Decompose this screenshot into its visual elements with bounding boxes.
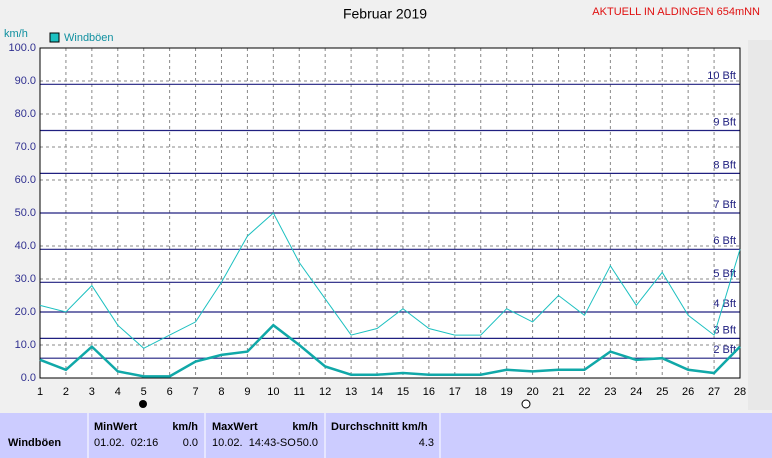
beaufort-label: 5 Bft <box>713 268 736 280</box>
beaufort-label: 3 Bft <box>713 324 736 336</box>
x-tick-label: 5 <box>141 386 147 398</box>
y-tick-label: 80.0 <box>15 108 36 120</box>
x-tick-label: 27 <box>708 386 720 398</box>
table-header: MaxWert <box>212 421 258 433</box>
x-tick-label: 21 <box>552 386 564 398</box>
x-tick-label: 13 <box>345 386 357 398</box>
x-tick-label: 1 <box>37 386 43 398</box>
beaufort-label: 8 Bft <box>713 159 736 171</box>
y-axis-label: km/h <box>4 28 28 40</box>
beaufort-label: 2 Bft <box>713 344 736 356</box>
x-tick-label: 16 <box>423 386 435 398</box>
x-tick-label: 7 <box>192 386 198 398</box>
x-tick-label: 28 <box>734 386 746 398</box>
y-tick-label: 90.0 <box>15 75 36 87</box>
x-tick-label: 17 <box>449 386 461 398</box>
stats-table: MinWert km/h MaxWert km/h Durchschnitt k… <box>0 413 772 458</box>
x-tick-label: 12 <box>319 386 331 398</box>
y-tick-label: 0.0 <box>21 372 36 384</box>
x-tick-label: 15 <box>397 386 409 398</box>
x-tick-label: 26 <box>682 386 694 398</box>
x-tick-label: 14 <box>371 386 383 398</box>
table-background <box>0 413 772 458</box>
y-tick-label: 60.0 <box>15 174 36 186</box>
y-tick-label: 70.0 <box>15 141 36 153</box>
x-tick-label: 20 <box>526 386 538 398</box>
subtitle: AKTUELL IN ALDINGEN 654mNN <box>592 6 760 18</box>
x-tick-label: 25 <box>656 386 668 398</box>
x-tick-label: 9 <box>244 386 250 398</box>
full-moon-icon <box>521 399 531 409</box>
series-line <box>39 212 741 349</box>
y-tick-label: 40.0 <box>15 240 36 252</box>
chart-title: Februar 2019 <box>343 6 427 22</box>
x-tick-label: 18 <box>475 386 487 398</box>
x-tick-label: 4 <box>115 386 121 398</box>
y-tick-label: 50.0 <box>15 207 36 219</box>
y-tick-label: 20.0 <box>15 306 36 318</box>
y-tick-label: 30.0 <box>15 273 36 285</box>
x-tick-label: 24 <box>630 386 642 398</box>
x-tick-label: 22 <box>578 386 590 398</box>
beaufort-label: 6 Bft <box>713 235 736 247</box>
table-header: km/h <box>172 421 198 433</box>
plot-frame <box>39 47 741 379</box>
legend-swatch <box>49 32 60 43</box>
x-tick-label: 11 <box>294 386 305 398</box>
beaufort-label: 4 Bft <box>713 298 736 310</box>
table-header: Durchschnitt km/h <box>331 421 428 433</box>
x-tick-label: 6 <box>167 386 173 398</box>
table-row-label: Windböen <box>8 437 61 449</box>
table-header: km/h <box>292 421 318 433</box>
y-tick-label: 10.0 <box>15 339 36 351</box>
table-cell: 4.3 <box>419 437 434 449</box>
table-header: MinWert <box>94 421 138 433</box>
y-tick-label: 100.0 <box>8 42 36 54</box>
beaufort-label: 10 Bft <box>707 70 736 82</box>
x-tick-label: 2 <box>63 386 69 398</box>
x-tick-label: 23 <box>604 386 616 398</box>
legend-label: Windböen <box>64 32 114 44</box>
table-cell: 0.0 <box>183 437 198 449</box>
table-cell: 01.02. 02:16 <box>94 437 158 449</box>
table-cell: 50.0 <box>297 437 318 449</box>
beaufort-label: 9 Bft <box>713 116 736 128</box>
x-tick-label: 3 <box>89 386 95 398</box>
new-moon-icon <box>139 400 147 408</box>
x-tick-label: 19 <box>501 386 513 398</box>
table-cell: 10.02. 14:43-SO <box>212 437 296 449</box>
x-tick-label: 8 <box>218 386 224 398</box>
series-line <box>39 323 741 378</box>
beaufort-label: 7 Bft <box>713 199 736 211</box>
side-strip <box>748 40 772 410</box>
x-tick-label: 10 <box>267 386 279 398</box>
